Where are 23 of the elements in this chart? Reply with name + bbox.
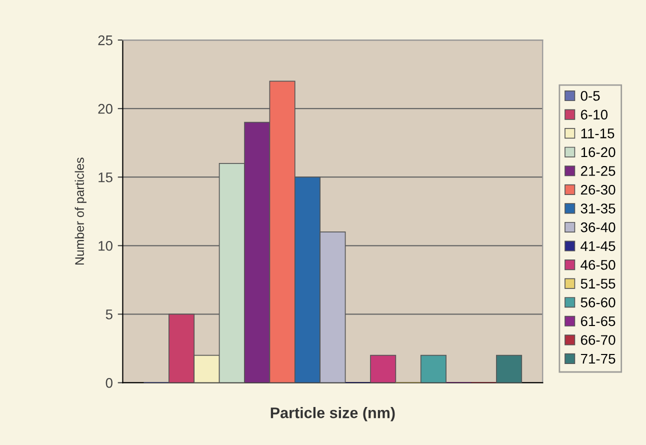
legend-label: 36-40 <box>580 222 616 232</box>
x-axis-title: Particle size (nm) <box>270 407 395 422</box>
y-tick-label: 25 <box>98 35 112 46</box>
legend-label: 51-55 <box>580 278 616 289</box>
legend-label: 11-15 <box>581 128 614 138</box>
legend-label: 31-35 <box>580 204 616 214</box>
y-tick-label: 15 <box>98 172 112 182</box>
legend-label: 71-75 <box>580 354 616 364</box>
legend-label: 46-50 <box>580 260 616 270</box>
legend-label: 6-10 <box>580 110 608 120</box>
legend-label: 21-25 <box>580 166 616 176</box>
legend-label: 26-30 <box>580 184 616 195</box>
y-tick-label: 20 <box>98 104 112 114</box>
y-tick-label: 0 <box>106 378 112 388</box>
y-tick-label: 5 <box>106 310 112 320</box>
legend-label: 66-70 <box>580 335 616 345</box>
y-tick-label: 10 <box>98 240 112 251</box>
legend-label: 56-60 <box>580 298 616 308</box>
legend-label: 0-5 <box>580 90 600 101</box>
legend-label: 61-65 <box>580 316 616 326</box>
y-axis-title: Number of particles <box>74 158 86 265</box>
legend-label: 16-20 <box>581 147 616 158</box>
legend-label: 41-45 <box>580 241 616 252</box>
